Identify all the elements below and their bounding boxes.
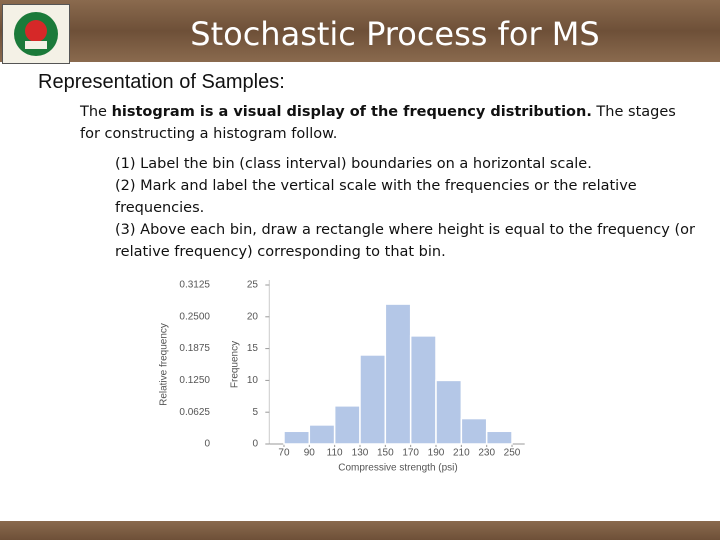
- y2-tick-label: 0.0625: [179, 407, 210, 418]
- histogram: 051015202500.06250.12500.18750.25000.312…: [159, 280, 525, 474]
- step: (2) Mark and label the vertical scale wi…: [115, 178, 637, 216]
- y2-tick-label: 0.2500: [179, 311, 210, 322]
- y2-tick-label: 0.3125: [179, 280, 210, 291]
- footer-bar: [0, 521, 720, 540]
- x-tick-label: 230: [478, 448, 495, 459]
- logo-icon: [14, 12, 58, 56]
- bold-text: histogram is a visual display of the fre…: [111, 104, 592, 120]
- x-tick-label: 150: [377, 448, 394, 459]
- y2-tick-label: 0: [204, 439, 210, 450]
- bar: [359, 354, 387, 445]
- y2-tick-label: 0.1875: [179, 343, 210, 354]
- x-axis-title: Compressive strength (psi): [338, 463, 457, 474]
- x-tick-label: 90: [304, 448, 316, 459]
- bar: [308, 424, 336, 445]
- x-tick-label: 110: [327, 448, 343, 459]
- bar: [460, 417, 488, 445]
- bar: [283, 430, 311, 445]
- logo: [2, 4, 70, 64]
- bar: [384, 303, 412, 445]
- text: The stages for constructing a histogram …: [80, 104, 676, 142]
- step-list: (1) Label the bin (class interval) bound…: [115, 153, 705, 263]
- paragraph: The histogram is a visual display of the…: [80, 101, 680, 145]
- x-tick-label: 190: [428, 448, 445, 459]
- y-tick-label: 15: [247, 343, 259, 354]
- text: The: [80, 104, 112, 120]
- bar: [409, 335, 437, 445]
- bar: [435, 379, 463, 445]
- x-tick-label: 130: [352, 448, 369, 459]
- step: (3) Above each bin, draw a rectangle whe…: [115, 222, 695, 260]
- bar: [333, 405, 361, 445]
- x-tick-label: 210: [453, 448, 470, 459]
- step: (1) Label the bin (class interval) bound…: [115, 156, 592, 172]
- y-tick-label: 0: [252, 439, 258, 450]
- header-bar: Stochastic Process for MS: [0, 0, 720, 64]
- y2-axis-title: Relative frequency: [159, 323, 170, 406]
- x-tick-label: 250: [504, 448, 521, 459]
- x-tick-label: 170: [402, 448, 419, 459]
- heading: Representation of Samples:: [38, 71, 285, 93]
- slide-title: Stochastic Process for MS: [190, 15, 600, 53]
- x-tick-label: 70: [278, 448, 290, 459]
- y-tick-label: 10: [247, 375, 259, 386]
- y-axis-title: Frequency: [230, 341, 241, 388]
- bar: [485, 430, 513, 445]
- y-tick-label: 20: [247, 311, 259, 322]
- y-tick-label: 25: [247, 280, 259, 291]
- y-tick-label: 5: [252, 407, 258, 418]
- y2-tick-label: 0.1250: [179, 375, 210, 386]
